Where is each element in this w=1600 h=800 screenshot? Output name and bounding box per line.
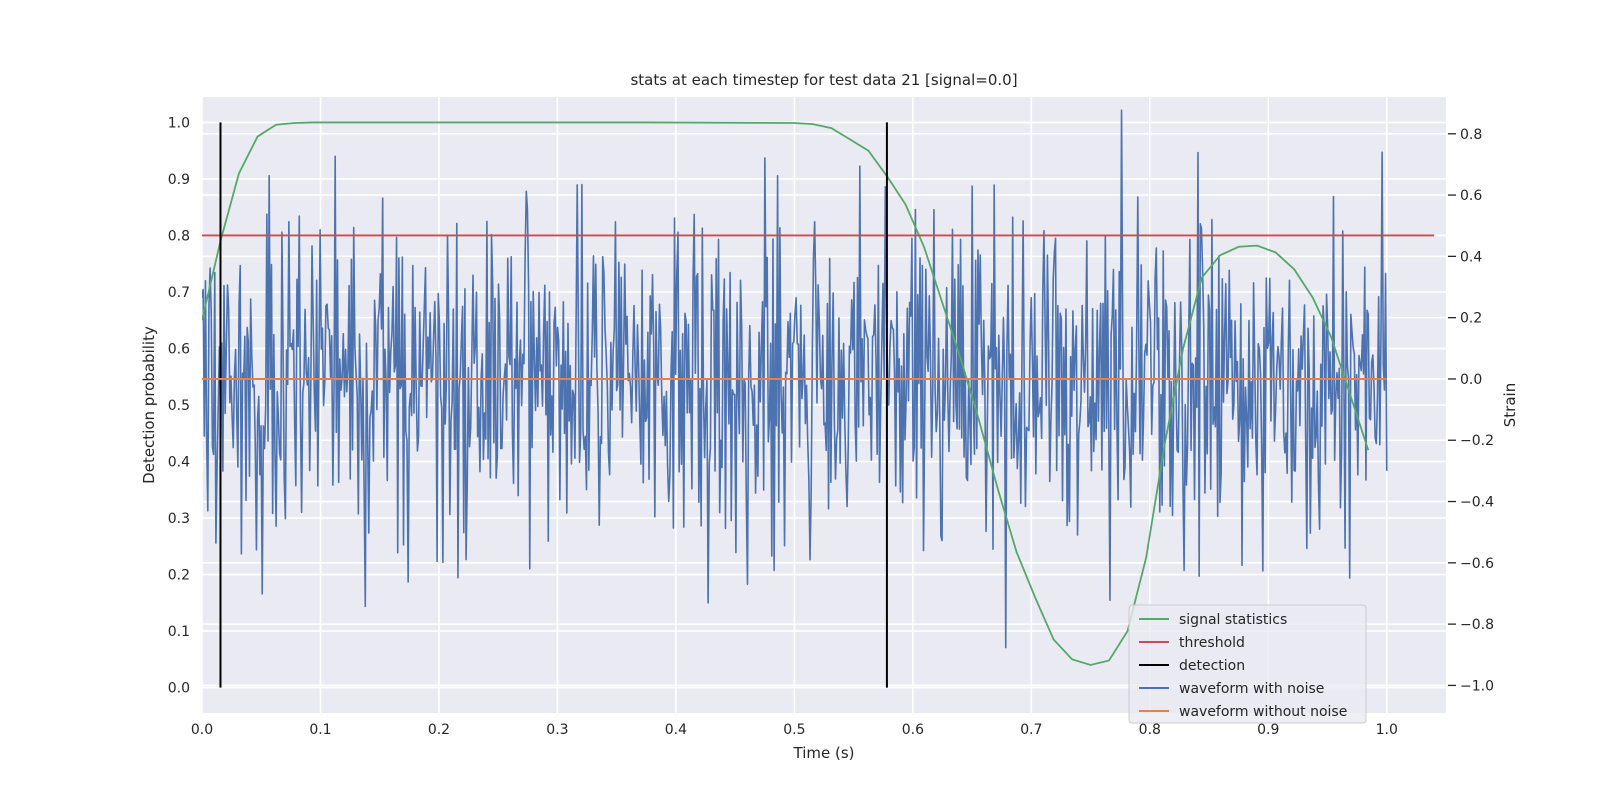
legend-label: waveform with noise	[1179, 681, 1324, 697]
y-tick-label-left: 0.2	[168, 568, 190, 584]
x-tick-label: 0.7	[1020, 722, 1042, 738]
y-tick-label-right: −0.6	[1460, 556, 1494, 572]
y-tick-label-left: 0.8	[168, 228, 190, 244]
series-layer	[202, 109, 1435, 688]
y-tick-label-right: −0.2	[1460, 433, 1494, 449]
x-tick-label: 0.6	[902, 722, 924, 738]
y-tick-label-left: 0.5	[168, 398, 190, 414]
y-tick-label-left: 1.0	[168, 115, 190, 131]
legend-label: detection	[1179, 658, 1245, 674]
x-tick-label: 0.0	[191, 722, 213, 738]
y-tick-label-left: 0.7	[168, 285, 190, 301]
x-tick-label: 0.8	[1139, 722, 1161, 738]
legend-box	[1128, 604, 1367, 724]
x-tick-label: 0.2	[428, 722, 450, 738]
x-axis-label: Time (s)	[793, 744, 855, 762]
x-tick-label: 0.5	[783, 722, 805, 738]
x-tick-label: 0.4	[665, 722, 687, 738]
y-tick-label-left: 0.6	[168, 341, 190, 357]
y-tick-label-left: 0.0	[168, 681, 190, 697]
x-tick-label: 0.1	[309, 722, 331, 738]
y-tick-label-left: 0.3	[168, 511, 190, 527]
y-tick-label-left: 0.9	[168, 172, 190, 188]
y-tick-label-right: 0.0	[1460, 372, 1482, 388]
legend-label: threshold	[1179, 635, 1245, 651]
y-tick-label-right: −0.4	[1460, 495, 1494, 511]
y-axis-label-left: Detection probability	[140, 326, 158, 484]
legend: signal statistics threshold detection wavef…	[1128, 604, 1367, 724]
y-tick-label-left: 0.4	[168, 455, 190, 471]
y-tick-label-right: 0.6	[1460, 188, 1482, 204]
y-tick-label-right: 0.4	[1460, 249, 1482, 265]
legend-label: waveform without noise	[1179, 704, 1347, 720]
legend-label: signal statistics	[1179, 612, 1287, 628]
chart-title: stats at each timestep for test data 21 …	[630, 71, 1017, 89]
y-tick-label-left: 0.1	[168, 624, 190, 640]
x-tick-label: 0.9	[1257, 722, 1279, 738]
series-waveform-with-noise	[202, 109, 1388, 649]
series-signal-statistics	[202, 121, 1370, 666]
y-axis-label-right: Strain	[1501, 383, 1519, 427]
x-tick-label: 1.0	[1376, 722, 1398, 738]
y-tick-label-right: 0.2	[1460, 311, 1482, 327]
x-tick-label: 0.3	[546, 722, 568, 738]
y-tick-label-right: 0.8	[1460, 127, 1482, 143]
y-tick-label-right: −0.8	[1460, 617, 1494, 633]
y-tick-label-right: −1.0	[1460, 678, 1494, 694]
axes: 0.0 0.1 0.2 0.3 0.4 0.5 0.6 0.7 0.8 0.9 1.0 0.0 0.1 0…	[168, 115, 1494, 738]
